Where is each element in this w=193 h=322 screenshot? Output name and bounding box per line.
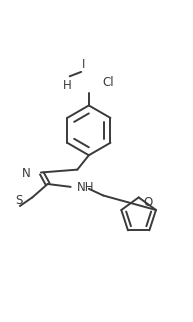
Text: I: I: [82, 58, 86, 71]
Text: H: H: [62, 79, 71, 92]
Text: Cl: Cl: [102, 76, 114, 89]
Text: O: O: [143, 196, 153, 209]
Text: S: S: [15, 194, 23, 207]
Text: NH: NH: [77, 181, 95, 194]
Text: N: N: [22, 167, 30, 180]
